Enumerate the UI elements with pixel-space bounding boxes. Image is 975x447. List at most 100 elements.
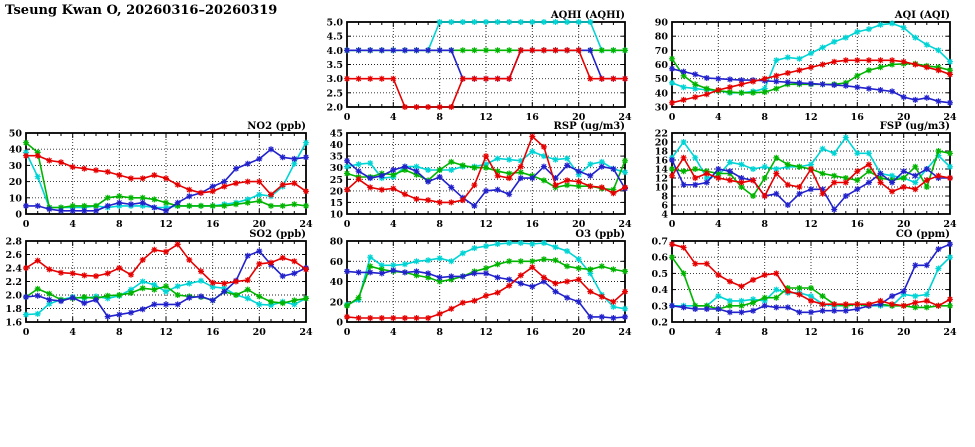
co-chart-canvas: 0 4 8 12 16 20 24 0.2 0.3 0.4 0.5 0.6 0.7 <box>651 237 957 339</box>
svg-text:12: 12 <box>655 174 668 185</box>
svg-text:4: 4 <box>69 219 76 230</box>
svg-text:4: 4 <box>69 327 76 338</box>
svg-text:2.8: 2.8 <box>5 237 22 248</box>
no2-chart-canvas: 0 4 8 12 16 20 24 0 10 20 30 40 50 <box>9 129 313 231</box>
chart-fsp: 0 4 8 12 16 20 24 4 6 8 10 12 14 16 18 20 22 FSP (ug/m3) <box>646 119 962 232</box>
no2-chart-title: NO2 (ppb) <box>247 121 306 132</box>
svg-text:0.4: 0.4 <box>651 285 668 296</box>
svg-text:4: 4 <box>715 112 722 123</box>
svg-text:15: 15 <box>330 198 343 209</box>
svg-text:8: 8 <box>761 327 768 338</box>
svg-text:24: 24 <box>618 112 632 123</box>
svg-text:70: 70 <box>655 46 669 57</box>
svg-text:16: 16 <box>526 219 540 230</box>
svg-text:20: 20 <box>330 186 344 197</box>
svg-text:8: 8 <box>116 327 123 338</box>
svg-text:4.0: 4.0 <box>326 46 343 57</box>
svg-text:10: 10 <box>9 193 23 204</box>
svg-text:60: 60 <box>655 60 669 71</box>
svg-text:16: 16 <box>526 112 540 123</box>
svg-text:0: 0 <box>23 219 30 230</box>
svg-text:0: 0 <box>344 219 351 230</box>
svg-text:90: 90 <box>655 18 669 29</box>
chart-aqi: 0 4 8 12 16 20 24 30 40 50 60 70 80 90 AQI (AQI) <box>646 8 962 125</box>
svg-text:35: 35 <box>330 152 343 163</box>
svg-text:20: 20 <box>253 219 267 230</box>
svg-text:12: 12 <box>479 327 492 338</box>
rsp-chart-title: RSP (ug/m3) <box>553 121 625 132</box>
so2-chart-canvas: 0 4 8 12 16 20 24 1.6 1.8 2.0 2.2 2.4 2.6 2.8 <box>5 237 313 339</box>
svg-text:8: 8 <box>661 192 668 203</box>
chart-no2: 0 4 8 12 16 20 24 0 10 20 30 40 50 NO2 (ppb) <box>0 119 318 232</box>
svg-text:50: 50 <box>655 74 669 85</box>
svg-text:8: 8 <box>761 219 768 230</box>
svg-text:3.0: 3.0 <box>326 74 343 85</box>
svg-text:8: 8 <box>436 327 443 338</box>
svg-text:24: 24 <box>299 327 313 338</box>
svg-text:1.8: 1.8 <box>5 304 22 315</box>
svg-text:8: 8 <box>436 112 443 123</box>
svg-text:0: 0 <box>344 112 351 123</box>
svg-text:40: 40 <box>330 140 344 151</box>
svg-text:20: 20 <box>9 177 23 188</box>
svg-text:24: 24 <box>943 327 957 338</box>
svg-text:16: 16 <box>851 112 865 123</box>
svg-text:0: 0 <box>15 210 22 221</box>
svg-text:22: 22 <box>655 129 668 140</box>
svg-text:0: 0 <box>344 327 351 338</box>
svg-text:40: 40 <box>655 88 669 99</box>
svg-text:0: 0 <box>336 318 343 329</box>
svg-text:4.5: 4.5 <box>326 32 343 43</box>
svg-text:2.4: 2.4 <box>5 264 22 275</box>
svg-text:12: 12 <box>479 112 492 123</box>
svg-text:40: 40 <box>330 277 344 288</box>
svg-text:16: 16 <box>655 156 669 167</box>
svg-text:80: 80 <box>330 237 344 248</box>
svg-text:24: 24 <box>943 219 957 230</box>
svg-text:0: 0 <box>669 327 676 338</box>
aqhi-chart-canvas: 0 4 8 12 16 20 24 2.0 2.5 3.0 3.5 4.0 4.5 5.0 <box>326 18 632 124</box>
svg-text:0.7: 0.7 <box>651 237 668 248</box>
svg-text:20: 20 <box>572 219 586 230</box>
svg-text:20: 20 <box>330 297 344 308</box>
svg-text:8: 8 <box>436 219 443 230</box>
svg-text:25: 25 <box>330 175 343 186</box>
svg-text:3.5: 3.5 <box>326 60 343 71</box>
o3-chart-title: O3 (ppb) <box>575 229 625 240</box>
svg-text:80: 80 <box>655 32 669 43</box>
svg-text:30: 30 <box>330 163 344 174</box>
co-chart-title: CO (ppm) <box>895 229 950 240</box>
svg-text:2.0: 2.0 <box>5 291 22 302</box>
chart-co: 0 4 8 12 16 20 24 0.2 0.3 0.4 0.5 0.6 0.7 CO (ppm) <box>646 227 962 340</box>
svg-text:12: 12 <box>159 219 172 230</box>
svg-text:8: 8 <box>116 219 123 230</box>
svg-text:16: 16 <box>206 327 220 338</box>
svg-text:12: 12 <box>479 219 492 230</box>
svg-text:20: 20 <box>897 219 911 230</box>
svg-text:4: 4 <box>715 219 722 230</box>
svg-text:0.5: 0.5 <box>651 269 668 280</box>
svg-text:1.6: 1.6 <box>5 318 22 329</box>
svg-text:20: 20 <box>897 112 911 123</box>
svg-text:2.5: 2.5 <box>326 88 343 99</box>
svg-text:0: 0 <box>669 112 676 123</box>
svg-text:20: 20 <box>655 138 669 149</box>
svg-text:16: 16 <box>851 219 865 230</box>
svg-text:4: 4 <box>661 210 668 221</box>
fsp-chart-title: FSP (ug/m3) <box>879 121 950 132</box>
svg-text:50: 50 <box>9 129 23 140</box>
svg-text:14: 14 <box>655 165 669 176</box>
svg-text:6: 6 <box>661 201 668 212</box>
svg-text:10: 10 <box>655 183 669 194</box>
svg-text:0.6: 0.6 <box>651 253 668 264</box>
page-title: Tseung Kwan O, 20260316–20260319 <box>5 3 278 18</box>
svg-text:12: 12 <box>159 327 172 338</box>
aqi-chart-title: AQI (AQI) <box>894 10 950 21</box>
svg-text:4: 4 <box>390 219 397 230</box>
svg-text:20: 20 <box>897 327 911 338</box>
svg-text:45: 45 <box>330 129 343 140</box>
svg-text:4: 4 <box>390 327 397 338</box>
svg-text:0: 0 <box>669 219 676 230</box>
